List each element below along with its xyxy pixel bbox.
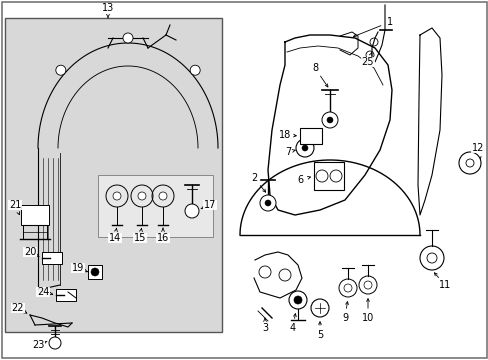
Bar xyxy=(313,162,343,190)
Circle shape xyxy=(293,296,302,304)
Circle shape xyxy=(49,337,61,349)
Polygon shape xyxy=(267,35,391,215)
Bar xyxy=(56,289,76,301)
Circle shape xyxy=(326,117,332,123)
Text: 5: 5 xyxy=(316,330,323,340)
Text: 9: 9 xyxy=(341,313,347,323)
Text: 21: 21 xyxy=(9,200,21,210)
Circle shape xyxy=(91,268,99,276)
Text: 19: 19 xyxy=(72,263,84,273)
Circle shape xyxy=(358,276,376,294)
Circle shape xyxy=(458,152,480,174)
Text: 4: 4 xyxy=(289,323,295,333)
Circle shape xyxy=(123,33,133,43)
Text: 11: 11 xyxy=(438,280,450,290)
Circle shape xyxy=(321,112,337,128)
Text: 14: 14 xyxy=(109,233,121,243)
Text: 6: 6 xyxy=(296,175,303,185)
Circle shape xyxy=(419,246,443,270)
Bar xyxy=(21,205,49,225)
Bar xyxy=(299,128,321,144)
Text: 10: 10 xyxy=(361,313,373,323)
Circle shape xyxy=(302,145,307,151)
Circle shape xyxy=(113,192,121,200)
Bar xyxy=(42,252,62,264)
Text: 22: 22 xyxy=(12,303,24,313)
Text: 3: 3 xyxy=(262,323,267,333)
Text: 1: 1 xyxy=(386,17,392,27)
Text: 20: 20 xyxy=(24,247,36,257)
Circle shape xyxy=(138,192,146,200)
Text: 7: 7 xyxy=(285,147,290,157)
Circle shape xyxy=(190,65,200,75)
Circle shape xyxy=(159,192,167,200)
Polygon shape xyxy=(417,28,441,215)
Bar xyxy=(88,265,102,279)
Circle shape xyxy=(184,204,199,218)
Text: 8: 8 xyxy=(311,63,317,73)
Text: 16: 16 xyxy=(157,233,169,243)
Text: 12: 12 xyxy=(471,143,483,153)
Bar xyxy=(5,18,222,332)
Text: 23: 23 xyxy=(32,340,44,350)
Circle shape xyxy=(264,200,270,206)
Circle shape xyxy=(338,279,356,297)
Text: 18: 18 xyxy=(278,130,290,140)
Bar xyxy=(98,175,213,237)
Text: 17: 17 xyxy=(203,200,216,210)
Text: 24: 24 xyxy=(37,287,49,297)
Circle shape xyxy=(56,65,66,75)
Text: 2: 2 xyxy=(250,173,257,183)
Text: 15: 15 xyxy=(134,233,146,243)
Text: 13: 13 xyxy=(102,3,114,13)
Circle shape xyxy=(260,195,275,211)
Text: 25: 25 xyxy=(361,57,373,67)
